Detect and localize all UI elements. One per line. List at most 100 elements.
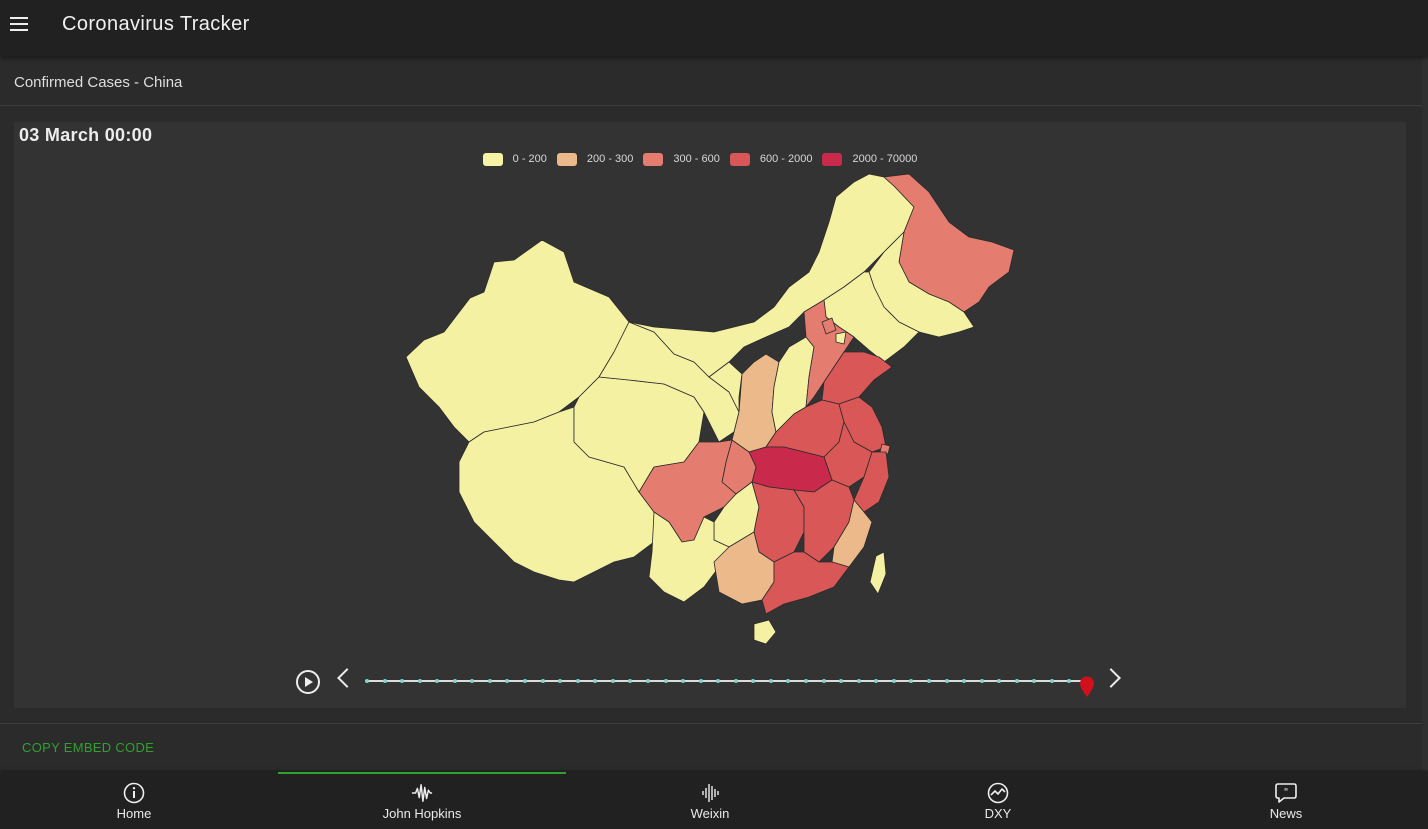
- bottom-nav: Home John Hopkins Weixin DXY " News: [0, 772, 1428, 829]
- region-fujian[interactable]: [831, 499, 873, 568]
- nav-weixin[interactable]: Weixin: [566, 772, 854, 829]
- timeline-tick[interactable]: [523, 679, 528, 683]
- card-header: Confirmed Cases - China: [0, 58, 1422, 106]
- timeline-tick[interactable]: [417, 679, 422, 683]
- timeline-tick[interactable]: [944, 679, 949, 683]
- timeline-tick[interactable]: [452, 679, 457, 683]
- chart-icon: [987, 782, 1009, 804]
- region-beijing[interactable]: [821, 317, 837, 335]
- menu-icon[interactable]: [6, 12, 38, 38]
- app-title: Coronavirus Tracker: [62, 13, 250, 35]
- legend: 0 - 200 200 - 300 300 - 600 600 - 2000 2…: [4, 150, 1396, 168]
- chat-quote-icon: ": [1275, 783, 1297, 803]
- timeline-tick[interactable]: [821, 679, 826, 683]
- timeline-tick[interactable]: [768, 679, 773, 683]
- info-icon: [123, 782, 145, 804]
- nav-label: DXY: [984, 806, 1012, 821]
- app-bar: Coronavirus Tracker: [0, 0, 1428, 56]
- timeline-tick[interactable]: [979, 679, 984, 683]
- nav-label: John Hopkins: [382, 806, 462, 821]
- nav-label: Weixin: [690, 806, 730, 821]
- timeline-tick[interactable]: [1014, 679, 1019, 683]
- timeline-tick[interactable]: [1032, 679, 1037, 683]
- date-label: 03 March 00:00: [19, 125, 153, 145]
- timeline-tick[interactable]: [645, 679, 650, 683]
- nav-dxy[interactable]: DXY: [854, 772, 1142, 829]
- legend-label: 0 - 200: [512, 153, 547, 165]
- svg-text:": ": [1284, 787, 1289, 798]
- legend-item-4[interactable]: 2000 - 70000: [822, 152, 918, 166]
- nav-label: Home: [116, 806, 152, 821]
- timeline-tick[interactable]: [575, 679, 580, 683]
- timeline-tick[interactable]: [926, 679, 931, 683]
- timeline-tick[interactable]: [997, 679, 1002, 683]
- legend-swatch: [556, 152, 577, 166]
- legend-swatch: [822, 152, 843, 166]
- map-pin-icon[interactable]: [1079, 676, 1095, 698]
- legend-swatch: [482, 152, 503, 166]
- card-title: Confirmed Cases - China: [14, 74, 183, 91]
- timeline-tick[interactable]: [681, 679, 686, 683]
- timeline-tick[interactable]: [786, 679, 791, 683]
- timeline-tick[interactable]: [505, 679, 510, 683]
- timeline-tick[interactable]: [663, 679, 668, 683]
- timeline-tick[interactable]: [558, 679, 563, 683]
- timeline-tick[interactable]: [365, 679, 369, 683]
- timeline-tick[interactable]: [593, 679, 598, 683]
- region-hainan[interactable]: [753, 619, 777, 645]
- region-taiwan[interactable]: [869, 551, 887, 595]
- timeline-tick[interactable]: [874, 679, 879, 683]
- timeline-tick[interactable]: [435, 679, 440, 683]
- timeline-tick[interactable]: [382, 679, 387, 683]
- legend-label: 200 - 300: [586, 153, 634, 165]
- soundwave-icon: [411, 784, 433, 802]
- timeline-tick[interactable]: [1067, 679, 1072, 683]
- legend-item-2[interactable]: 300 - 600: [643, 152, 720, 166]
- region-shanghai[interactable]: [879, 443, 891, 455]
- region-tianjin[interactable]: [835, 331, 847, 345]
- timeline-tick[interactable]: [716, 679, 721, 683]
- timeline-tick[interactable]: [891, 679, 896, 683]
- timeline-tick[interactable]: [540, 679, 545, 683]
- timeline-tick[interactable]: [804, 679, 809, 683]
- timeline-tick[interactable]: [751, 679, 756, 683]
- legend-item-1[interactable]: 200 - 300: [556, 152, 634, 166]
- card-footer: COPY EMBED CODE: [0, 723, 1422, 772]
- china-map: [405, 173, 1015, 645]
- nav-news[interactable]: " News: [1142, 772, 1428, 829]
- active-tab-indicator: [278, 772, 566, 774]
- timeline-tick[interactable]: [1049, 679, 1054, 683]
- timeline-tick[interactable]: [698, 679, 703, 683]
- region-ningxia[interactable]: [708, 361, 743, 413]
- timeline-tick[interactable]: [839, 679, 844, 683]
- legend-item-3[interactable]: 600 - 2000: [729, 152, 813, 166]
- timeline-tick[interactable]: [400, 679, 405, 683]
- legend-item-0[interactable]: 0 - 200: [482, 152, 547, 166]
- nav-label: News: [1269, 806, 1303, 821]
- timeline-tick[interactable]: [856, 679, 861, 683]
- legend-label: 300 - 600: [673, 153, 720, 165]
- timeline-control: [14, 662, 1406, 702]
- timeline-tick[interactable]: [733, 679, 738, 683]
- chevron-left-icon[interactable]: [337, 668, 357, 688]
- play-icon[interactable]: [296, 670, 320, 694]
- chevron-right-icon[interactable]: [1101, 668, 1121, 688]
- nav-john-hopkins[interactable]: John Hopkins: [278, 772, 566, 829]
- timeline-tick[interactable]: [470, 679, 475, 683]
- map-chart: 03 March 00:00 0 - 200 200 - 300 300 - 6…: [14, 122, 1406, 708]
- bars-icon: [702, 784, 719, 802]
- timeline-slider[interactable]: [365, 676, 1094, 697]
- map-card: Confirmed Cases - China: [0, 58, 1422, 771]
- timeline-tick[interactable]: [628, 679, 633, 683]
- copy-embed-button[interactable]: COPY EMBED CODE: [22, 740, 155, 755]
- timeline-tick[interactable]: [909, 679, 914, 683]
- region-guangdong[interactable]: [761, 551, 850, 615]
- region-tibet[interactable]: [458, 406, 655, 583]
- legend-label: 600 - 2000: [759, 153, 813, 165]
- legend-swatch: [729, 152, 750, 166]
- nav-home[interactable]: Home: [0, 772, 278, 829]
- timeline-tick[interactable]: [962, 679, 967, 683]
- legend-label: 2000 - 70000: [852, 153, 918, 165]
- timeline-tick[interactable]: [610, 679, 615, 683]
- timeline-tick[interactable]: [487, 679, 492, 683]
